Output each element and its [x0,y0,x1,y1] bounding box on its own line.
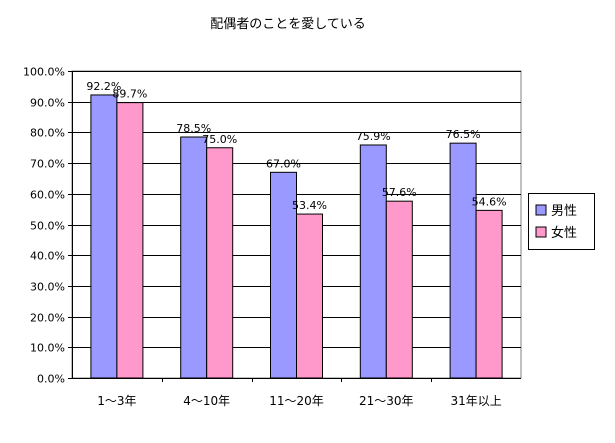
bar-value-label: 54.6% [472,195,507,208]
legend-label: 男性 [551,204,577,219]
value-labels-layer: 92.2%89.7% 78.5%75.0% 67.0% 53.4% 75.9% 57.6%… [86,80,506,212]
bar-male [90,94,118,379]
y-tick-label: 80.0% [30,127,65,140]
legend-swatch [535,226,547,238]
x-tick-label: 31年以上 [450,394,501,408]
x-tick-label: 4〜10年 [183,394,230,408]
bar-female [296,213,323,379]
y-tick-label: 70.0% [30,158,65,171]
legend-swatch [535,204,547,216]
bar-value-label: 75.0% [202,133,237,146]
y-tick-label: 0.0% [37,373,65,386]
bar-value-label: 89.7% [112,88,147,101]
bar-value-label: 67.0% [266,157,301,170]
legend-box [528,193,595,250]
y-tick-label: 40.0% [30,250,65,263]
y-tick-label: 20.0% [30,312,65,325]
bar-female [116,102,144,379]
bar-male [449,142,477,379]
x-tick-label: 21〜30年 [359,394,414,408]
axis-layer: 0.0% 10.0% 20.0% 30.0% 40.0% 50.0% 60.0% 70.0% 8… [23,66,521,408]
bar-male [180,136,208,379]
y-tick-label: 30.0% [30,281,65,294]
bar-female [206,147,234,379]
bar-value-label: 75.9% [356,130,391,143]
y-tick-label: 60.0% [30,189,65,202]
legend-label: 女性 [551,225,577,241]
y-tick-label: 100.0% [23,66,65,79]
bar-male [270,171,297,379]
bar-female [475,209,503,379]
x-tick-label: 1〜3年 [97,394,136,408]
y-tick-label: 90.0% [30,97,65,110]
x-tick-label: 11〜20年 [269,394,324,408]
bar-value-label: 92.2% [86,80,121,93]
chart-title: 配偶者のことを愛している [210,17,366,32]
y-tick-label: 10.0% [30,342,65,355]
bar-female [385,200,413,379]
bar-value-label: 53.4% [292,199,327,212]
bar-male [359,144,387,379]
y-tick-label: 50.0% [30,220,65,233]
bar-value-label: 78.5% [176,122,211,135]
bar-value-label: 76.5% [446,128,481,141]
bar-value-label: 57.6% [382,186,417,199]
